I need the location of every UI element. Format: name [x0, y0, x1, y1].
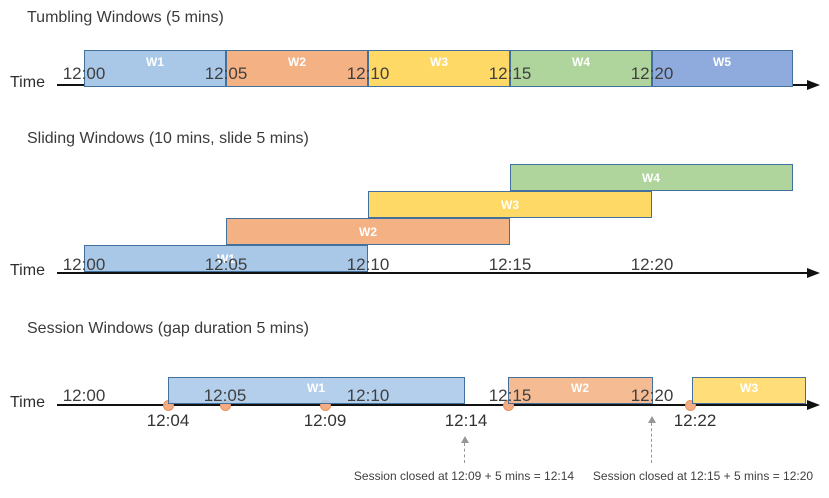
session-close-arrow-stem [651, 423, 652, 463]
tick-label: 12:10 [346, 255, 390, 274]
window-box-session-w1 [168, 377, 465, 404]
sliding-time-axis-label: Time [10, 262, 45, 279]
window-label-session-w1: W1 [307, 381, 325, 395]
window-label-tumbling-w2: W2 [288, 55, 306, 69]
axis-arrowhead [807, 268, 820, 278]
window-label-sliding-w3: W3 [501, 198, 519, 212]
window-box-session-w3 [692, 377, 806, 404]
sliding-section-title: Sliding Windows (10 mins, slide 5 mins) [27, 130, 309, 147]
window-box-sliding-w1 [84, 245, 368, 272]
window-box-tumbling-w4 [510, 50, 652, 87]
tick-label: 12:20 [630, 255, 674, 274]
window-label-session-w2: W2 [571, 381, 589, 395]
tick-label: 12:15 [488, 255, 532, 274]
window-label-sliding-w1: W1 [217, 252, 235, 266]
session-close-arrow-stem [464, 443, 465, 463]
session-time-axis-label: Time [10, 394, 45, 411]
tumbling-time-axis-label: Time [10, 74, 45, 91]
event-dot [684, 399, 696, 411]
event-time-label: 12:22 [673, 411, 717, 430]
window-label-sliding-w2: W2 [359, 225, 377, 239]
tick-label: 12:00 [62, 64, 106, 83]
window-box-tumbling-w5 [652, 50, 793, 87]
tick-label: 12:05 [204, 64, 248, 83]
event-time-label: 12:04 [146, 411, 190, 430]
session-close-arrow-head [648, 416, 656, 423]
tick-label: 12:10 [346, 386, 390, 405]
tick-label: 12:15 [488, 386, 532, 405]
window-box-sliding-w4 [510, 164, 793, 191]
window-label-tumbling-w3: W3 [430, 55, 448, 69]
event-time-label: 12:09 [303, 411, 347, 430]
window-label-tumbling-w1: W1 [146, 55, 164, 69]
sliding-time-axis-line [57, 272, 807, 274]
tick-label: 12:20 [630, 386, 674, 405]
tick-label: 12:05 [203, 386, 247, 405]
annotation: Session closed at 12:15 + 5 mins = 12:20 [592, 469, 814, 483]
tick-label: 12:15 [488, 64, 532, 83]
tumbling-section-title: Tumbling Windows (5 mins) [27, 9, 224, 26]
window-box-tumbling-w1 [84, 50, 226, 87]
window-box-sliding-w3 [368, 191, 652, 218]
window-label-sliding-w4: W4 [642, 171, 660, 185]
session-time-axis-line [57, 404, 807, 406]
window-box-tumbling-w3 [368, 50, 510, 87]
window-box-sliding-w2 [226, 218, 510, 245]
window-box-session-w2 [508, 377, 653, 404]
tick-label: 12:05 [204, 255, 248, 274]
window-label-tumbling-w5: W5 [713, 55, 731, 69]
tick-label: 12:10 [346, 64, 390, 83]
session-section-title: Session Windows (gap duration 5 mins) [27, 320, 309, 337]
session-close-arrow-head [461, 436, 469, 443]
window-box-tumbling-w2 [226, 50, 368, 87]
tick-label: 12:20 [630, 64, 674, 83]
event-time-label: 12:14 [444, 411, 488, 430]
axis-arrowhead [807, 400, 820, 410]
annotation: Session closed at 12:09 + 5 mins = 12:14 [353, 469, 575, 483]
tick-label: 12:00 [62, 255, 106, 274]
window-label-session-w3: W3 [740, 381, 758, 395]
tick-label: 12:00 [62, 386, 106, 405]
window-label-tumbling-w4: W4 [572, 55, 590, 69]
axis-arrowhead [807, 80, 820, 90]
